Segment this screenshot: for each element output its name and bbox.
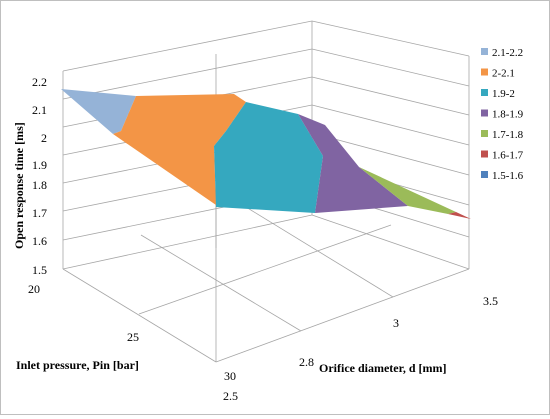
y-tick: 3.5 <box>483 294 498 308</box>
grid-line <box>311 214 470 270</box>
y-axis-title: Orifice diameter, d [mm] <box>319 361 447 375</box>
chart-grid <box>62 20 470 363</box>
grid-line <box>311 132 470 176</box>
legend-swatch <box>481 150 488 158</box>
grid-line <box>62 20 313 72</box>
legend-swatch <box>481 130 488 137</box>
grid-line <box>311 104 470 146</box>
z-axis-ticks: 1.5 1.6 1.7 1.8 1.9 2 2.1 2.2 <box>32 75 47 277</box>
grid-line <box>311 20 470 57</box>
legend-swatch <box>481 89 488 96</box>
x-axis-title: Inlet pressure, Pin [bar] <box>16 358 139 372</box>
y-tick: 2.5 <box>223 389 238 403</box>
y-tick: 2.8 <box>299 355 314 369</box>
surface-band-1.6-1.7 <box>448 212 471 219</box>
z-tick: 2.1 <box>32 103 47 117</box>
z-tick: 2 <box>41 131 47 145</box>
legend-label: 1.8-1.9 <box>492 109 524 121</box>
surface-band-2-2.1 <box>113 94 246 205</box>
grid-line <box>311 76 470 116</box>
legend-label: 1.9-2 <box>492 88 515 100</box>
surface-band-1.7-1.8 <box>359 167 456 214</box>
surface-band-2.1-2.2 <box>61 89 136 134</box>
surface-band-1.8-1.9 <box>298 114 408 213</box>
surface <box>61 89 471 219</box>
legend-swatch <box>481 171 488 178</box>
legend-label: 2.1-2.2 <box>492 47 523 59</box>
grid-line <box>62 268 217 363</box>
legend-swatch <box>481 48 488 55</box>
grid-line <box>138 224 392 315</box>
legend-swatch <box>481 109 488 117</box>
y-axis-ticks: 2.5 2.8 3 3.5 <box>223 294 498 403</box>
grid-line <box>62 48 313 100</box>
x-tick: 25 <box>127 330 139 344</box>
surface-band-1.9-2 <box>214 102 323 213</box>
z-tick: 1.9 <box>32 158 47 172</box>
legend: 2.1-2.2 2-2.1 1.9-2 1.8-1.9 1.7-1.8 1.6-1.7 1.… <box>481 47 524 182</box>
z-tick: 2.2 <box>32 75 47 89</box>
legend-swatch <box>481 68 488 76</box>
x-tick: 20 <box>28 282 40 296</box>
z-tick: 1.8 <box>32 178 47 192</box>
legend-label: 1.7-1.8 <box>492 129 524 141</box>
legend-label: 1.5-1.6 <box>492 170 524 182</box>
z-tick: 1.7 <box>32 206 47 220</box>
grid-line <box>311 48 470 87</box>
grid-line <box>62 214 313 270</box>
grid-line <box>240 203 394 298</box>
y-tick: 3 <box>393 316 399 330</box>
grid-line <box>140 234 302 332</box>
z-tick: 1.6 <box>32 234 47 248</box>
z-tick: 1.5 <box>32 263 47 277</box>
z-axis-title: Open response time [ms] <box>12 122 26 249</box>
x-axis-ticks: 20 25 30 <box>28 282 236 383</box>
legend-label: 2-2.1 <box>492 68 515 80</box>
x-tick: 30 <box>224 369 236 383</box>
legend-label: 1.6-1.7 <box>492 150 524 162</box>
grid-line <box>215 268 470 363</box>
